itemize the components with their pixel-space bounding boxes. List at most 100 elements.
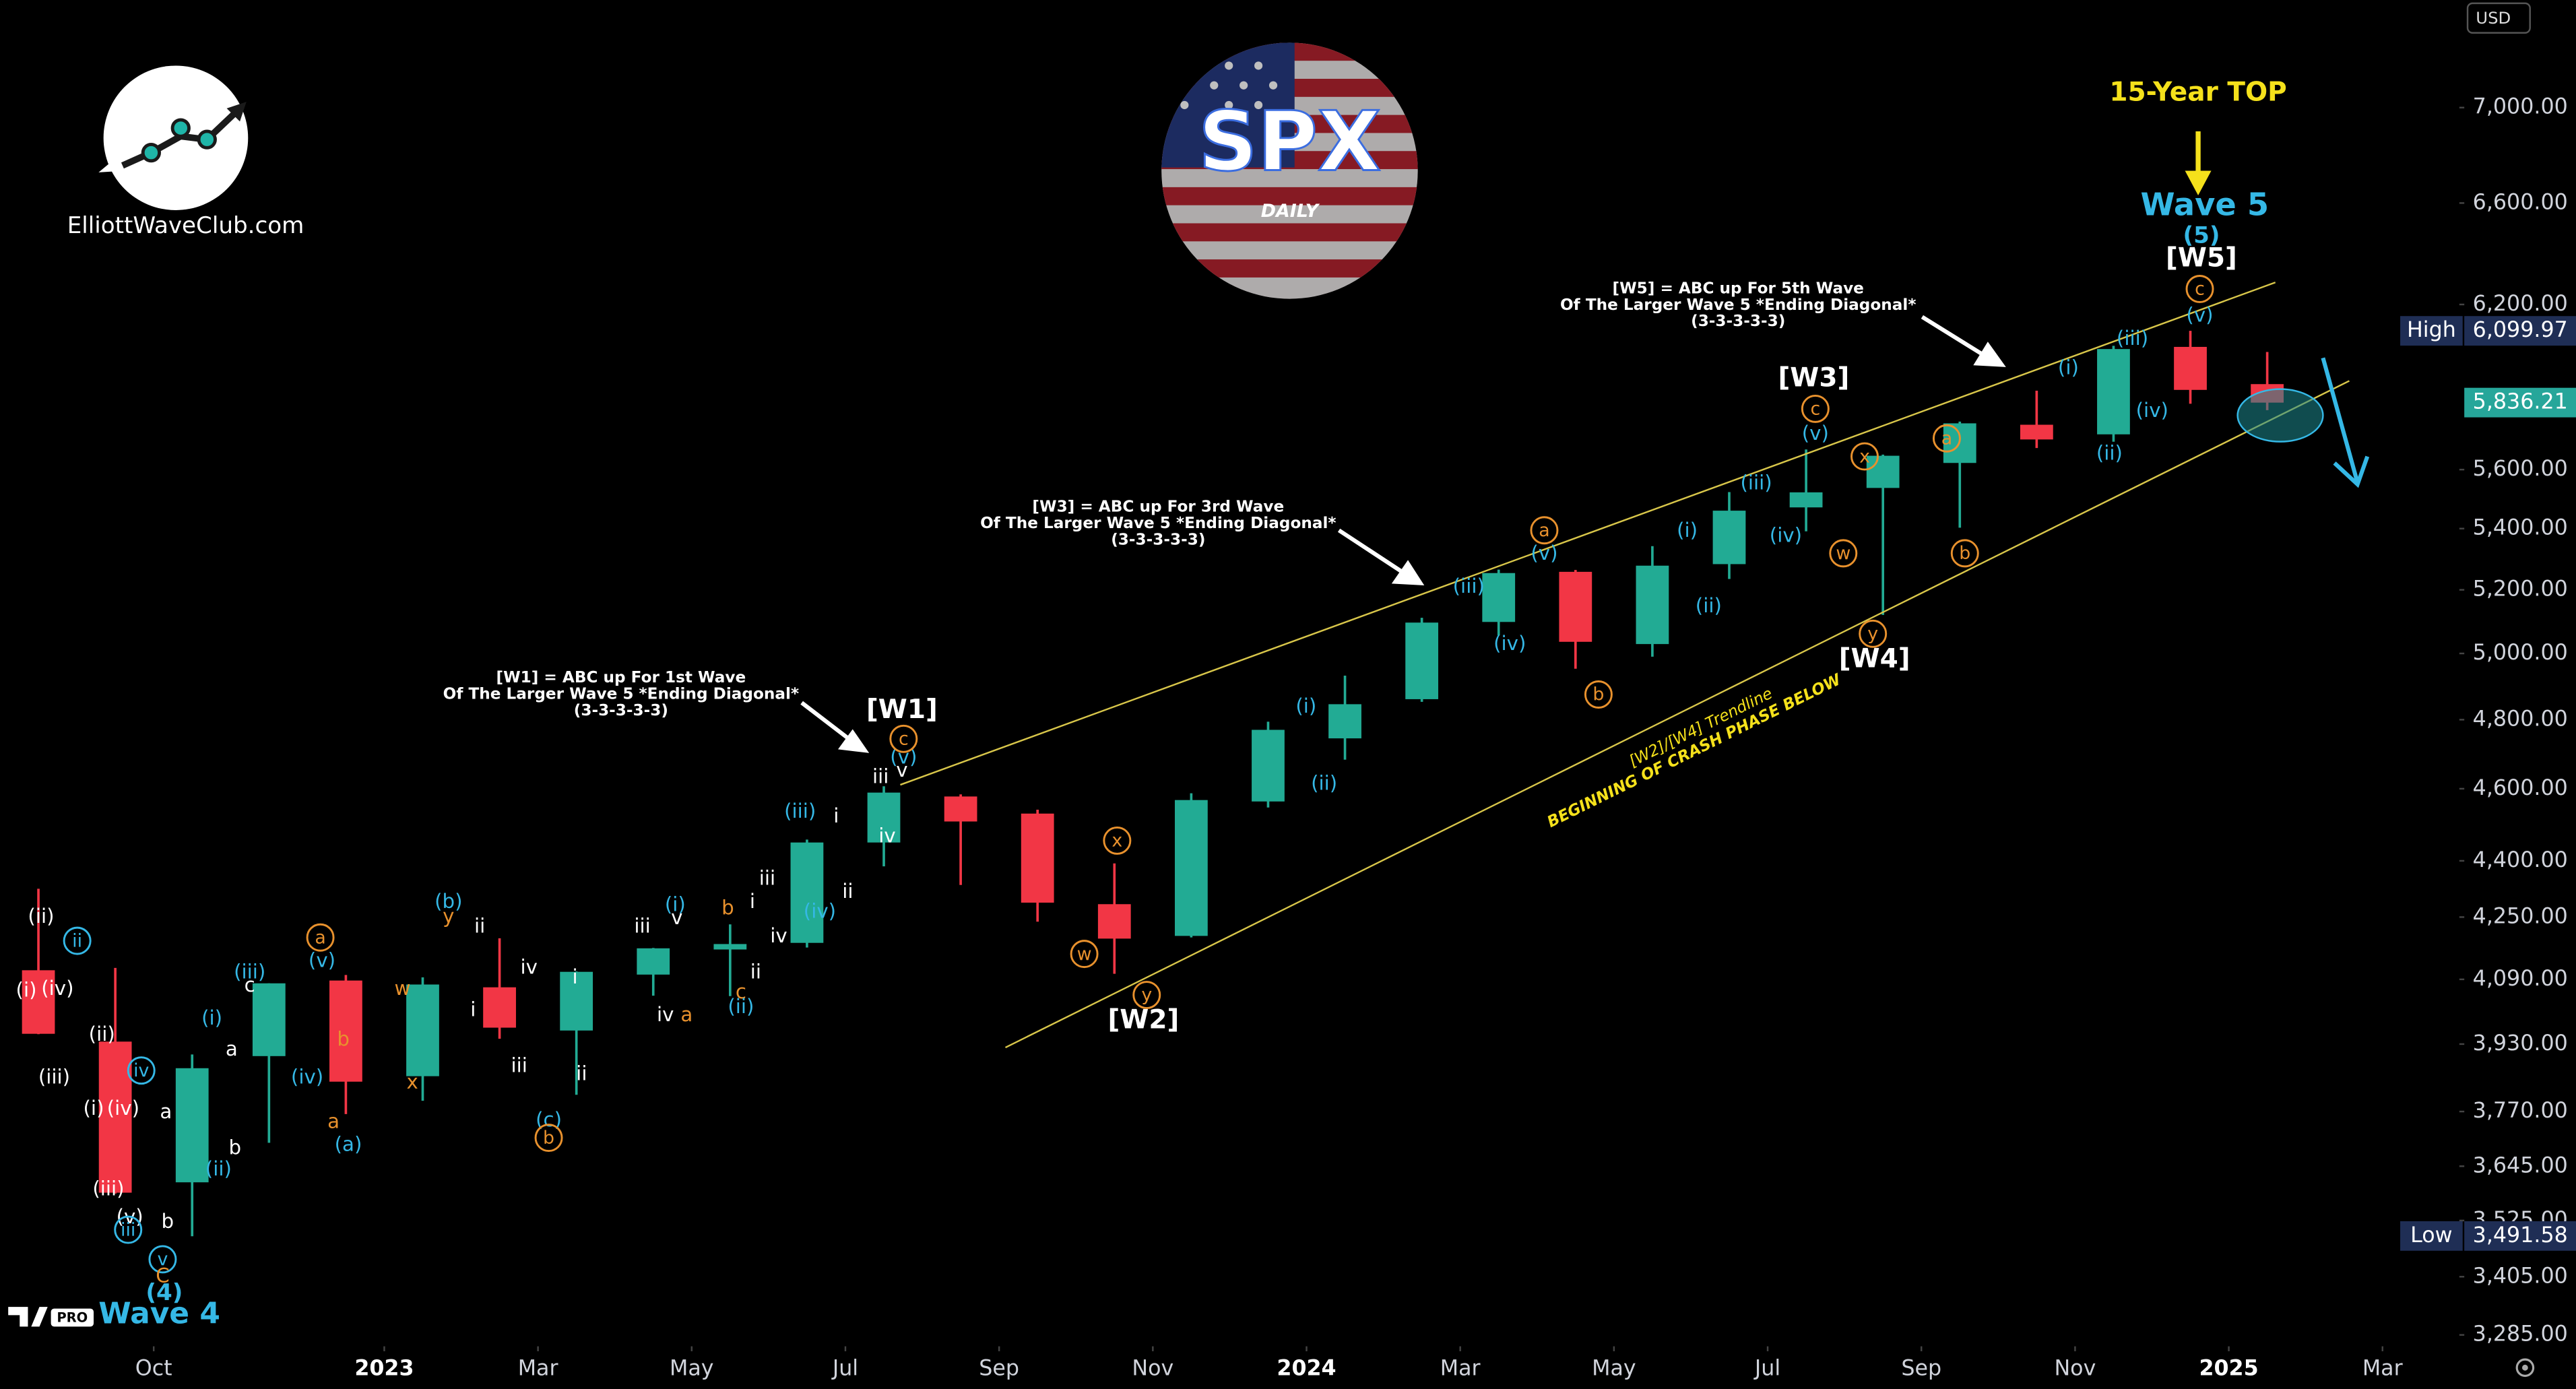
wave-label: b: [1959, 543, 1970, 564]
candle-body: [2020, 424, 2053, 440]
x-tick-label: Jul: [831, 1357, 858, 1381]
wave-label-circle: [889, 724, 918, 753]
wave-label-circle: [1584, 680, 1613, 709]
wave-label: a: [1539, 520, 1549, 541]
wave-label: a: [1941, 428, 1952, 449]
candle-body: [1097, 904, 1131, 939]
wave-label: (v): [309, 949, 335, 972]
candle-body: [98, 1041, 132, 1193]
wave-label: c: [245, 973, 255, 996]
low_marker-value: 3,491.58: [2473, 1223, 2568, 1248]
wave-label: iii: [634, 914, 650, 937]
candle-body: [1328, 704, 1361, 739]
wave-label: b: [721, 897, 734, 919]
y-tick-label: 5,600.00: [2473, 457, 2568, 481]
wave-label: (i): [1677, 519, 1698, 542]
candle-body: [22, 970, 55, 1034]
wave-label: (iv): [804, 899, 836, 922]
wave-label: iii: [121, 1219, 135, 1240]
wave-label: C: [156, 1264, 169, 1287]
wave-label: (v): [1802, 422, 1829, 445]
wave-label: (iv): [291, 1066, 323, 1089]
x-tick-label: Jul: [1753, 1357, 1780, 1381]
crash-arrow: [2321, 357, 2370, 488]
wave-label: ii: [750, 961, 761, 983]
wave-label-circle: [306, 923, 335, 952]
wave-label: a: [226, 1037, 238, 1060]
x-tick-label: Sep: [979, 1357, 1019, 1381]
wave-note: (3-3-3-3-3): [1691, 313, 1785, 330]
wave-label: c: [1810, 399, 1820, 420]
breakdown-highlight: [2236, 388, 2324, 443]
wave-label: (iii): [1453, 575, 1485, 597]
wave-label-circle: [1103, 826, 1132, 855]
wave-label: (i): [16, 978, 37, 1001]
wave-note: [W5] = ABC up For 5th Wave: [1613, 280, 1864, 297]
high_marker-value-box: [2464, 316, 2576, 346]
wave-label: w: [1836, 543, 1850, 564]
low_marker-name-box: [2400, 1221, 2463, 1251]
major-wave-label: Wave 5: [2140, 187, 2269, 223]
currency-box[interactable]: [2466, 2, 2531, 34]
wave-label-circle: [1950, 539, 1979, 568]
time-axis: [0, 1346, 2576, 1389]
wave-label: ii: [576, 1062, 587, 1085]
wave-label: i: [470, 998, 476, 1021]
wave-label-circle: [114, 1215, 143, 1244]
wave-label: iv: [657, 1003, 674, 1026]
wave-label: a: [680, 1003, 693, 1026]
candle-body: [2097, 349, 2130, 434]
wave-label: (iv): [2136, 399, 2168, 422]
x-tick-label: Mar: [1440, 1357, 1481, 1381]
wave-label: b: [228, 1136, 241, 1159]
x-tick-label: May: [1592, 1357, 1636, 1381]
wave-label: (i): [84, 1097, 104, 1120]
y-tick-label: 4,400.00: [2473, 848, 2568, 872]
wave-label: x: [406, 1070, 418, 1093]
wave-label: iv: [133, 1060, 149, 1081]
y-tick-label: 3,285.00: [2473, 1322, 2568, 1347]
wave-note: Of The Larger Wave 5 *Ending Diagonal*: [1560, 296, 1916, 314]
wave-label: x: [1859, 446, 1870, 467]
wave-label: (iii): [38, 1066, 70, 1089]
y-tick-label: 3,930.00: [2473, 1031, 2568, 1056]
candle-body: [329, 980, 362, 1082]
wave-label: (iv): [41, 977, 73, 1000]
wave-note: [W1] = ABC up For 1st Wave: [496, 669, 746, 686]
wave-label: v: [158, 1249, 168, 1270]
candle-body: [175, 1068, 209, 1183]
wave-label: v: [671, 906, 682, 929]
wave-note: (3-3-3-3-3): [574, 702, 668, 719]
wave-label: (iii): [92, 1177, 124, 1200]
wave-label: (iii): [234, 961, 265, 983]
wave-label-circle: [63, 926, 92, 955]
wave-label-circle: [534, 1124, 563, 1153]
wave-note: [W3] = ABC up For 3rd Wave: [1032, 498, 1284, 516]
wave-note: Of The Larger Wave 5 *Ending Diagonal*: [980, 515, 1336, 532]
wave-label-circle: [1932, 424, 1961, 453]
major-wave-label: [W3]: [1778, 363, 1849, 393]
wave-label: (iv): [1493, 632, 1526, 655]
wave-label-circle: [1132, 981, 1161, 1009]
logo-title: SPX: [1198, 94, 1381, 190]
candle-body: [560, 971, 593, 1031]
candle-body: [790, 842, 824, 943]
settings-icon[interactable]: [2515, 1358, 2535, 1378]
wave-note: Of The Larger Wave 5 *Ending Diagonal*: [443, 686, 799, 703]
candle-body: [713, 944, 747, 950]
top-arrow: [2185, 131, 2212, 196]
candle-body: [867, 792, 901, 843]
candle-body: [1252, 730, 1285, 802]
candle-body: [1405, 622, 1439, 699]
wave-label: ii: [72, 930, 82, 951]
x-tick-label: Nov: [2054, 1357, 2096, 1381]
x-tick-label: Mar: [518, 1357, 559, 1381]
x-tick-label: 2025: [2199, 1357, 2258, 1381]
major-wave-label: [W4]: [1839, 643, 1910, 674]
wave-label-circle: [2185, 275, 2214, 303]
wave-label: c: [2195, 279, 2205, 300]
wave-label: (v): [1531, 542, 1557, 564]
wave-label: (iii): [784, 800, 816, 822]
wave-label: (b): [434, 890, 462, 913]
wave-label: x: [1112, 831, 1122, 851]
